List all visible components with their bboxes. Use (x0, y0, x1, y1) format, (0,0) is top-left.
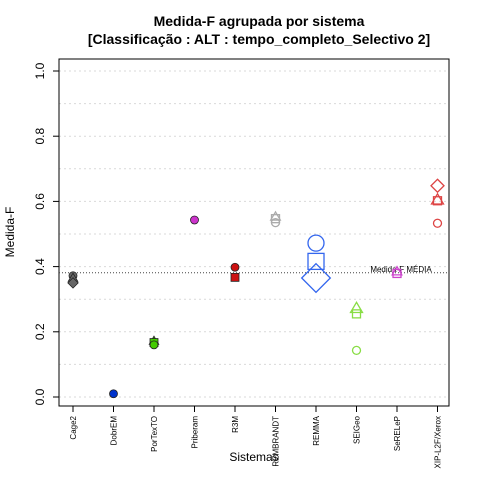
plot-frame (58, 58, 450, 407)
data-point (391, 265, 403, 276)
data-points (67, 178, 445, 399)
y-tick-label: 0.0 (33, 388, 47, 405)
x-tick-label: REMBRANDT (272, 416, 281, 467)
data-point (432, 218, 443, 228)
data-point (300, 262, 332, 294)
x-tick-label: SeRELeP (393, 416, 402, 451)
data-point (109, 389, 118, 399)
data-point (230, 262, 240, 272)
grid-lines (59, 70, 449, 398)
data-point (430, 192, 445, 205)
chart-title-line-2: [Classificação : ALT : tempo_completo_Se… (88, 31, 430, 47)
x-axis: Cage2 DobrEM PorTexTO Priberam R3M REMBRANDT R… (69, 406, 443, 468)
x-tick-label: R3M (231, 416, 240, 433)
data-point (349, 301, 364, 314)
y-tick-label: 0.4 (33, 258, 47, 275)
y-axis-title: Medida-F (3, 207, 17, 258)
data-point (432, 196, 443, 206)
data-point (190, 215, 199, 225)
data-point (307, 234, 325, 252)
data-point (270, 217, 281, 228)
data-point (351, 345, 362, 356)
data-point (351, 309, 362, 319)
data-point (230, 272, 240, 282)
chart-title-line-1: Medida-F agrupada por sistema (154, 13, 365, 29)
y-tick-label: 0.2 (33, 323, 47, 340)
x-tick-label: XIP-L2F/Xerox (434, 416, 443, 468)
data-point (67, 277, 79, 289)
x-axis-title: Sistemas (229, 450, 278, 464)
y-tick-label: 0.6 (33, 193, 47, 210)
x-tick-label: Cage2 (69, 415, 78, 439)
data-point (149, 340, 159, 350)
x-tick-label: REMMA (312, 415, 321, 445)
y-tick-label: 0.8 (33, 128, 47, 145)
data-point (307, 252, 325, 271)
y-axis: 0.0 0.2 0.4 0.6 0.8 1.0 (33, 62, 59, 405)
x-tick-label: SEIGeo (353, 415, 362, 444)
data-point (392, 268, 402, 279)
data-point (430, 178, 445, 194)
x-tick-label: PorTexTO (150, 416, 159, 452)
x-tick-label: Priberam (191, 416, 200, 449)
data-point (269, 210, 282, 221)
y-tick-label: 1.0 (33, 62, 47, 79)
data-point (270, 214, 281, 224)
x-tick-label: DobrEM (110, 416, 119, 446)
